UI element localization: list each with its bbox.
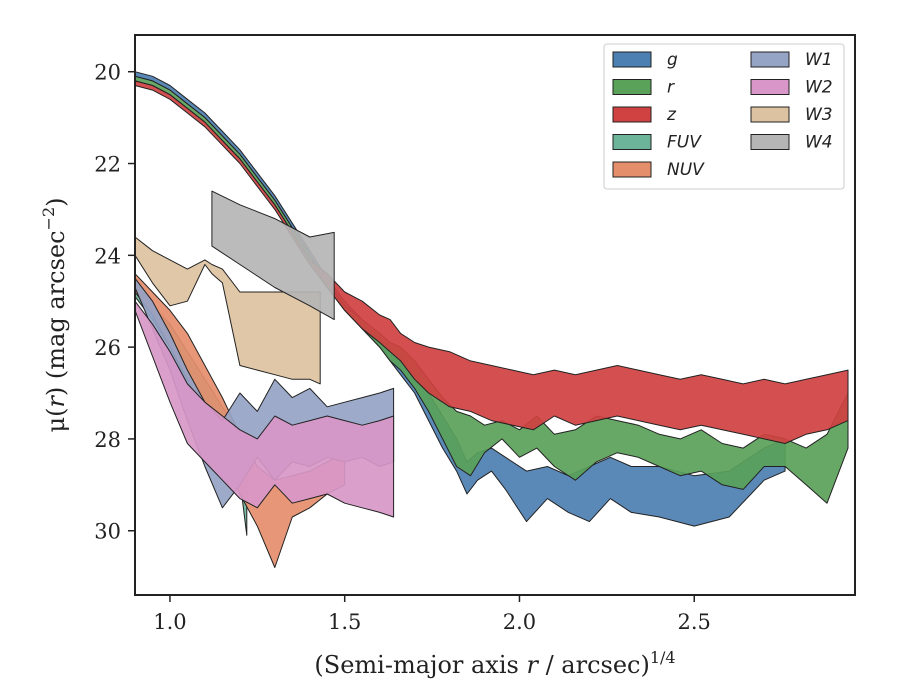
- legend-swatch: [750, 134, 790, 150]
- legend-label: W2: [805, 78, 833, 98]
- x-tick-label: 2.5: [678, 610, 711, 634]
- legend-swatch: [750, 51, 790, 68]
- legend-label: FUV: [667, 133, 702, 153]
- legend-label: NUV: [667, 160, 705, 180]
- legend-swatch: [612, 106, 652, 123]
- legend-label: z: [666, 105, 677, 125]
- y-tick-label: 20: [94, 61, 121, 85]
- legend: grz FUV NUV W1 W2 W3 W4: [603, 43, 845, 190]
- x-tick-label: 1.0: [153, 610, 186, 634]
- ticks-layer: 1.0 1.5 2.0 2.5 20 22 24 26 28 30: [94, 61, 711, 634]
- legend-swatch: [750, 79, 790, 95]
- y-tick-label: 26: [94, 336, 121, 360]
- legend-swatch: [750, 106, 790, 123]
- series-band-z: [134, 80, 849, 444]
- legend-label: g: [667, 50, 678, 70]
- legend-swatch: [612, 134, 652, 150]
- y-tick-label: 28: [94, 428, 121, 452]
- x-axis-label: (Semi-major axis r / arcsec)1/4: [314, 648, 675, 679]
- series-band-w2: [134, 300, 395, 518]
- legend-label: W3: [805, 105, 833, 125]
- series-band-w3: [134, 236, 321, 385]
- plot-frame: [134, 34, 856, 596]
- y-axis-label: μ(r) (mag arcsec−2): [39, 197, 70, 432]
- legend-swatch: [612, 79, 652, 95]
- x-tick-label: 1.5: [328, 610, 361, 634]
- legend-label: W1: [805, 50, 833, 70]
- series-layer: [134, 71, 849, 568]
- y-tick-label: 22: [94, 153, 121, 177]
- y-tick-label: 24: [94, 244, 121, 268]
- legend-swatch: [612, 51, 652, 68]
- legend-label: r: [667, 78, 675, 98]
- legend-swatch: [612, 161, 652, 178]
- legend-label: W4: [805, 133, 833, 153]
- series-band-w4: [211, 190, 335, 321]
- y-tick-label: 30: [94, 520, 121, 544]
- x-tick-label: 2.0: [503, 610, 536, 634]
